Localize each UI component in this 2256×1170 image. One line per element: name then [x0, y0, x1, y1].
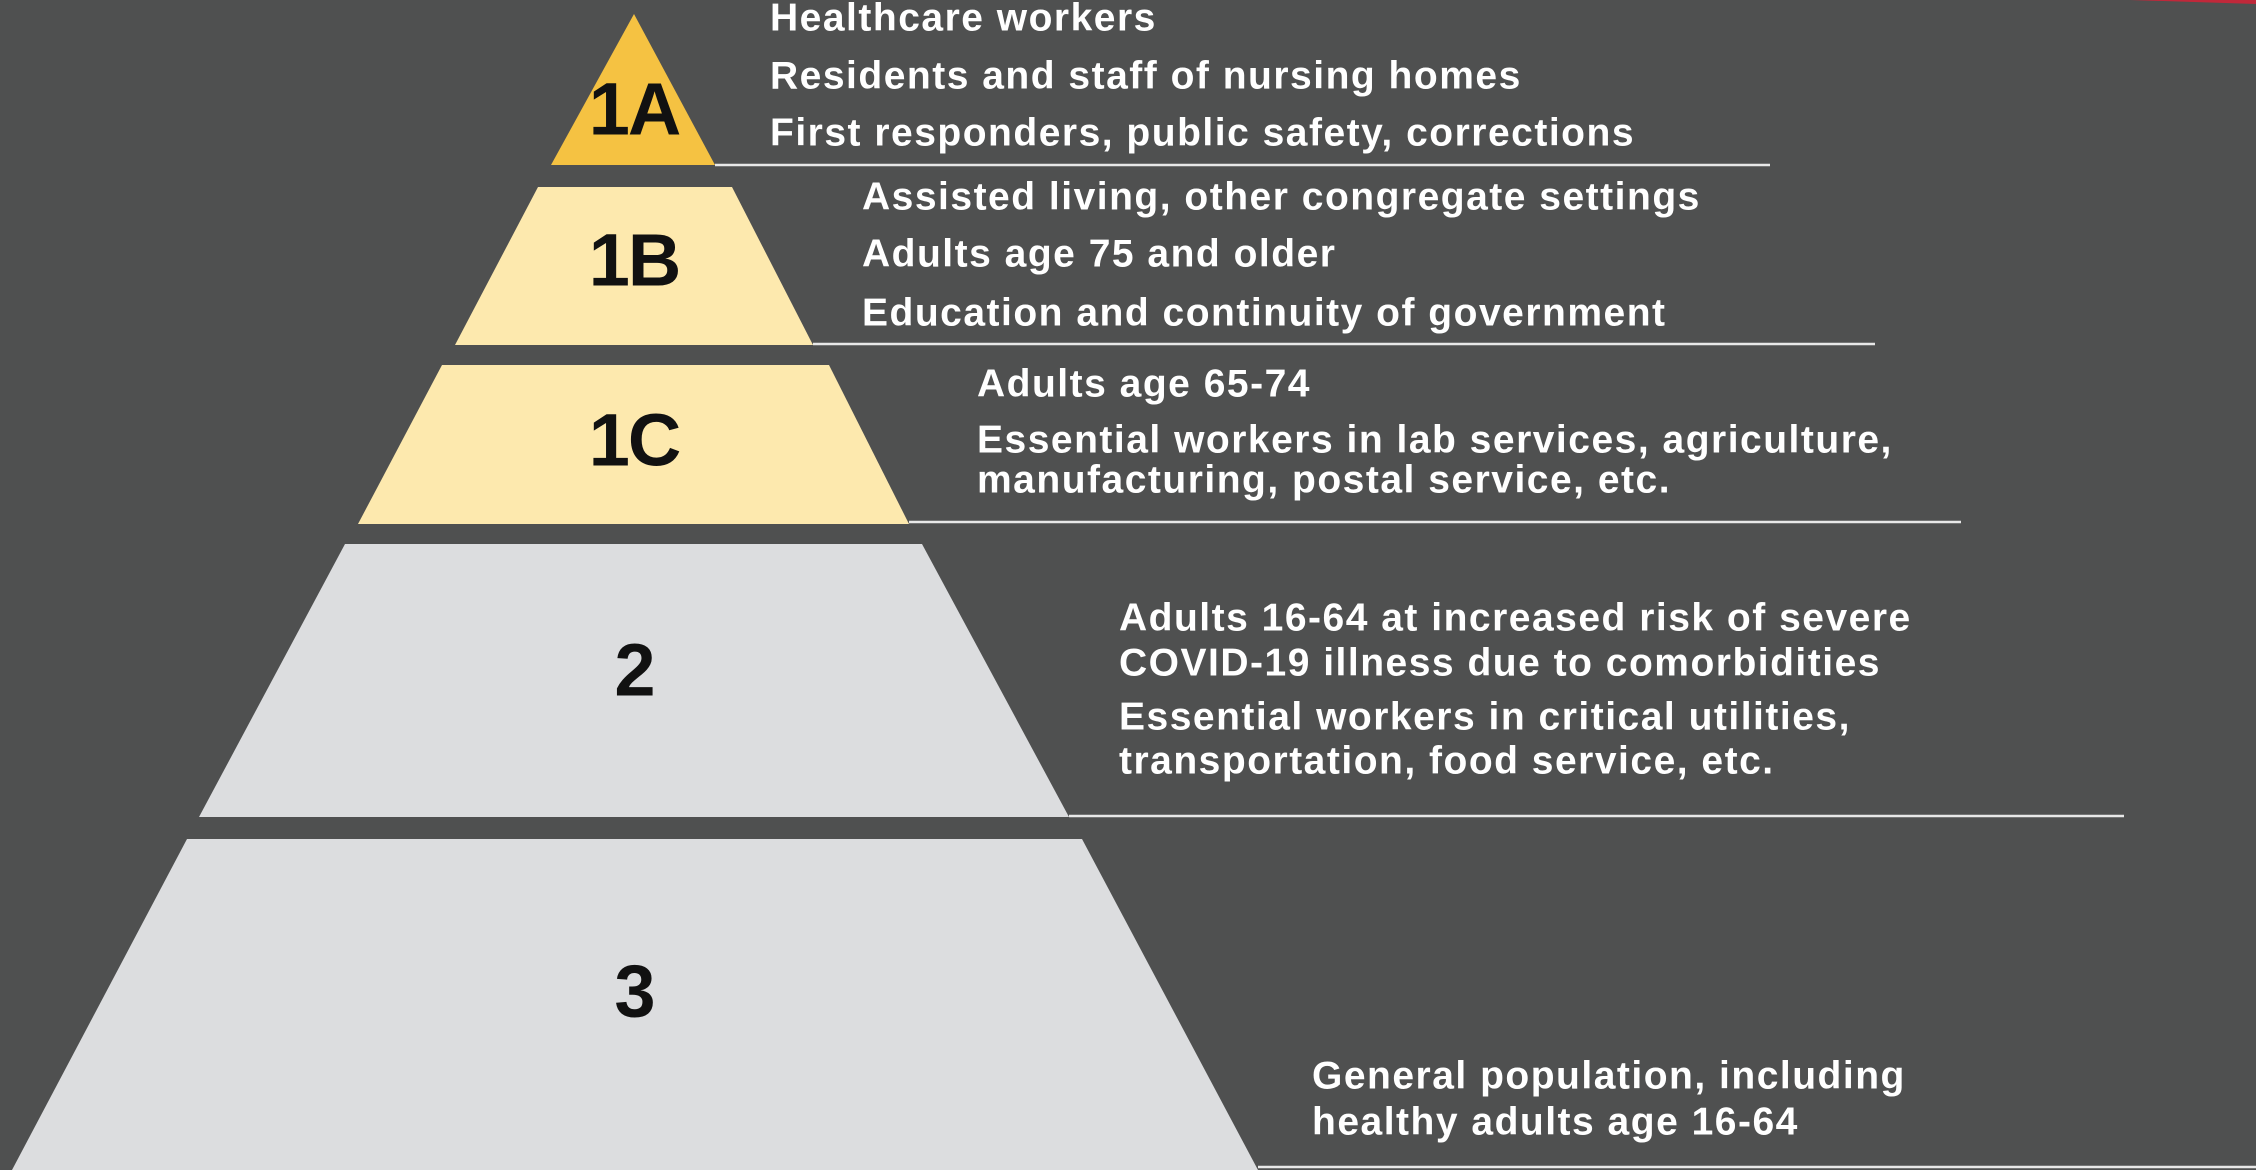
group-description: Healthcare workers: [770, 0, 1157, 39]
group-description: manufacturing, postal service, etc.: [977, 458, 1671, 501]
group-description: Assisted living, other congregate settin…: [862, 175, 1701, 218]
tier-label: 1A: [589, 68, 680, 151]
group-description: Essential workers in lab services, agric…: [977, 418, 1893, 461]
tier-label: 3: [614, 950, 653, 1033]
corner-accent: [2130, 0, 2256, 4]
separators: [715, 163, 2256, 1169]
tier-2-shape: [199, 544, 1069, 817]
tier-label: 1B: [589, 219, 680, 302]
group-description: Adults age 65-74: [977, 362, 1311, 405]
group-description: COVID-19 illness due to comorbidities: [1119, 641, 1881, 684]
tier-1a-shape: [551, 14, 715, 165]
group-description: transportation, food service, etc.: [1119, 739, 1775, 782]
group-description: Residents and staff of nursing homes: [770, 54, 1522, 97]
group-description: Adults 16-64 at increased risk of severe: [1119, 596, 1912, 639]
tier-1c-shape: [358, 365, 909, 524]
tier-3-shape: [12, 839, 1258, 1170]
tier-label: 1C: [589, 399, 680, 482]
group-description: Adults age 75 and older: [862, 232, 1336, 275]
group-description: healthy adults age 16-64: [1312, 1100, 1799, 1143]
group-description: General population, including: [1312, 1054, 1906, 1097]
group-description: Essential workers in critical utilities,: [1119, 695, 1851, 738]
group-description: First responders, public safety, correct…: [770, 111, 1635, 154]
group-description: Education and continuity of government: [862, 291, 1667, 334]
tier-label: 2: [614, 629, 653, 712]
tier-1b-shape: [455, 187, 813, 345]
